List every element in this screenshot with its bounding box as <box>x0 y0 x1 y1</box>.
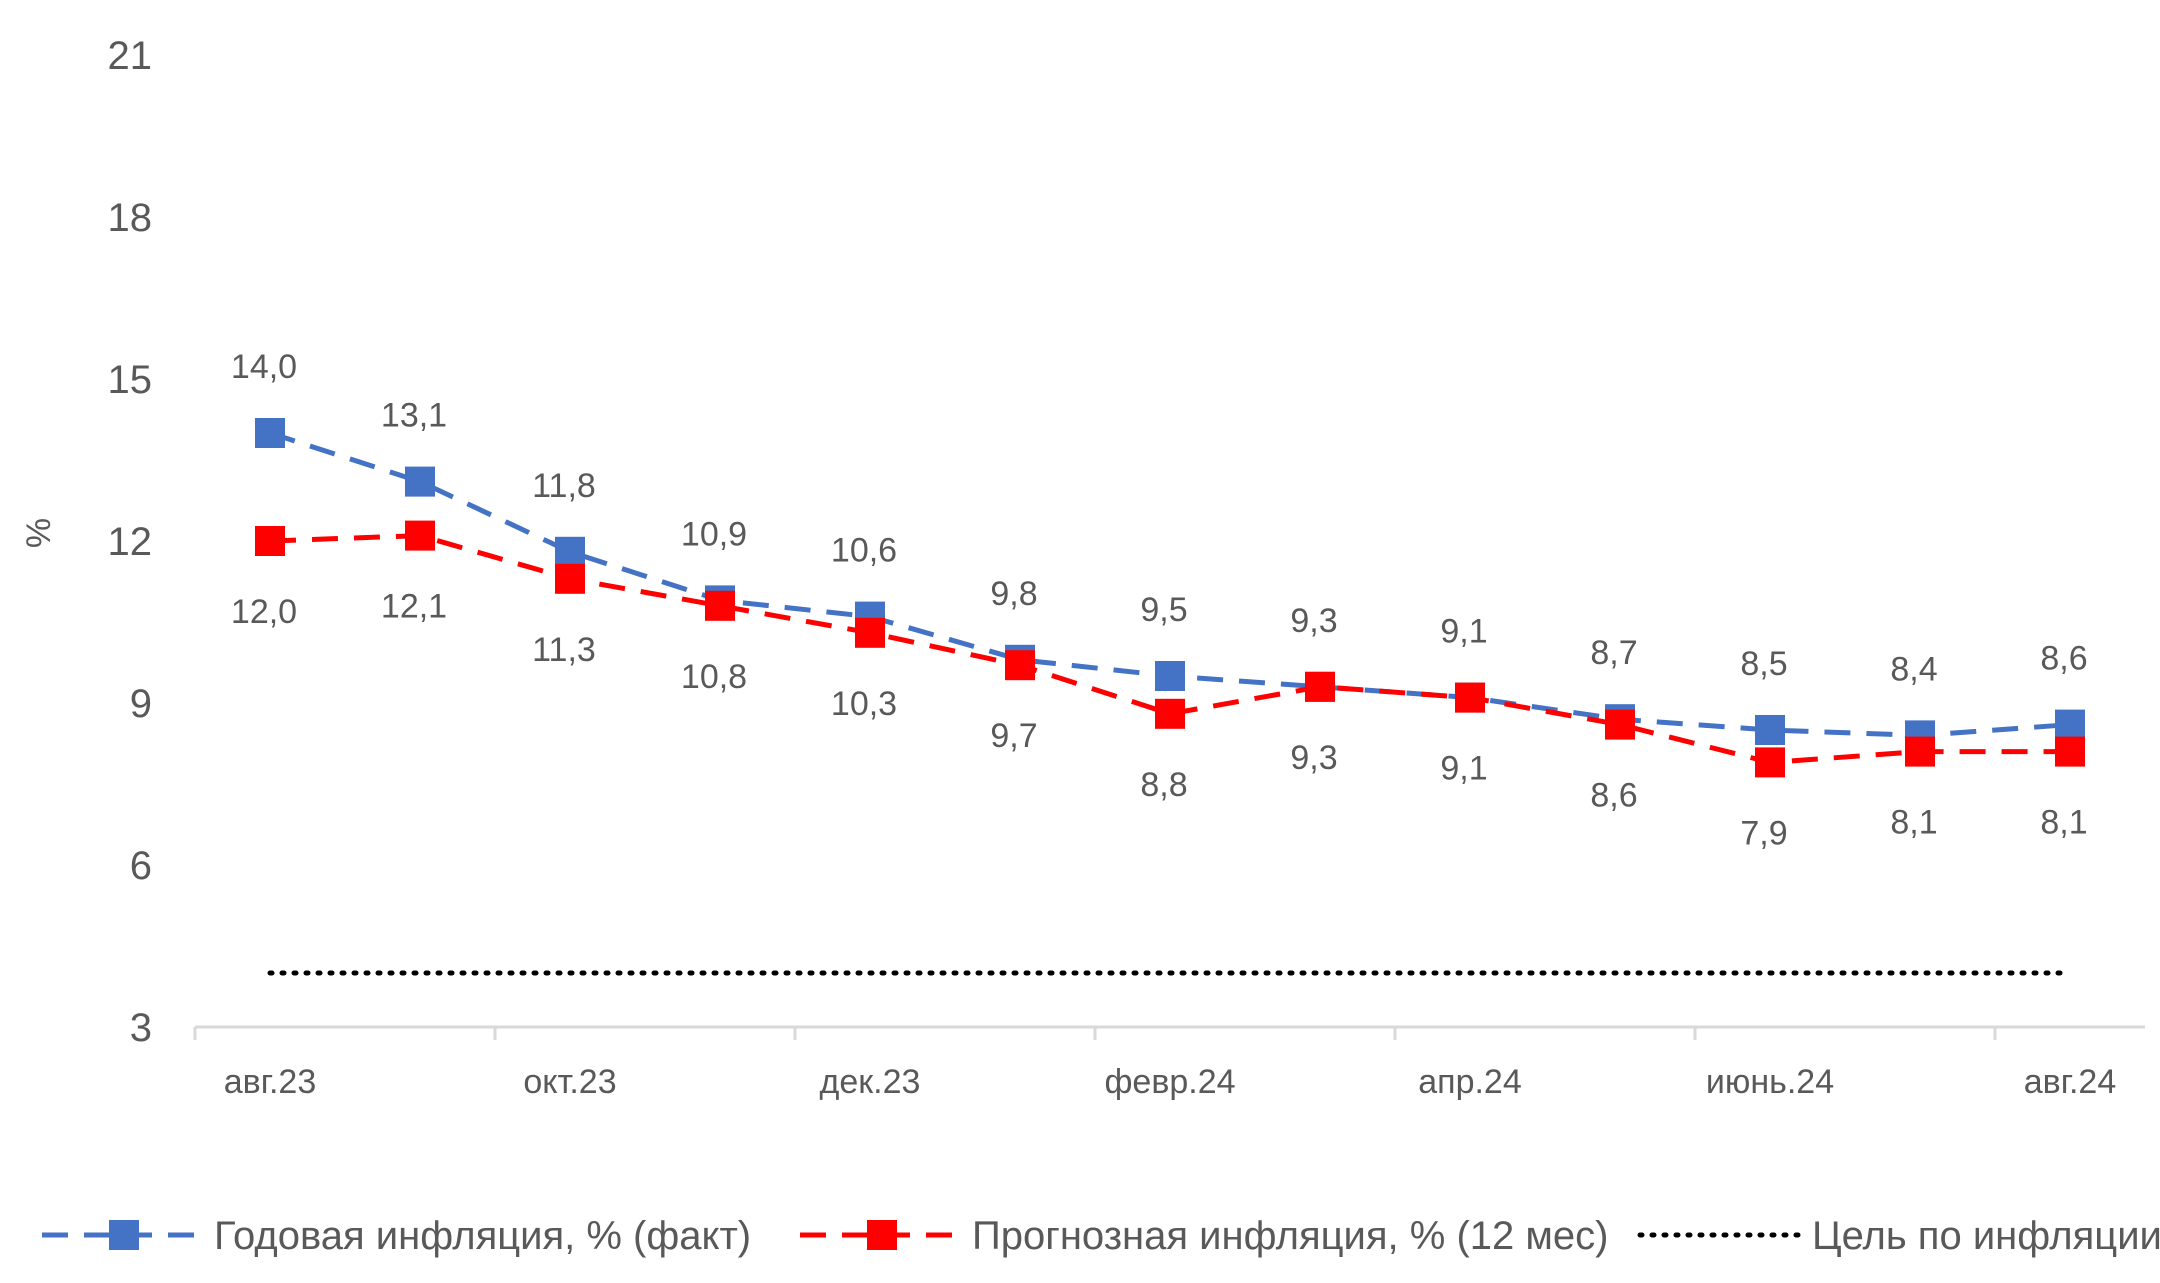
data-label: 9,7 <box>990 717 1037 755</box>
series-layer <box>255 418 2085 976</box>
series-forecast-point <box>1455 682 1485 713</box>
legend-swatch-marker <box>109 1220 139 1250</box>
series-fact-point <box>555 536 585 567</box>
series-forecast-point <box>405 520 435 551</box>
data-label: 8,8 <box>1140 766 1187 804</box>
data-label: 8,1 <box>1890 804 1937 842</box>
data-label: 9,1 <box>1440 750 1487 788</box>
x-tick-label: июнь.24 <box>1706 1063 1834 1101</box>
y-tick-label: 3 <box>130 1006 152 1050</box>
series-forecast-point <box>1005 650 1035 681</box>
series-fact-point <box>2055 709 2085 740</box>
data-label: 11,3 <box>532 631 596 669</box>
series-forecast-point <box>2055 736 2085 767</box>
data-label: 8,5 <box>1740 645 1787 683</box>
data-label: 13,1 <box>381 397 447 435</box>
legend-item: Прогнозная инфляция, % (12 мес) <box>800 1214 1608 1258</box>
x-tick-label: авг.24 <box>2024 1063 2117 1101</box>
data-label: 10,3 <box>831 685 897 723</box>
series-forecast-point <box>1905 736 1935 767</box>
series-forecast-point <box>1605 709 1635 740</box>
series-forecast-point <box>255 526 285 556</box>
data-label: 8,6 <box>1590 777 1637 815</box>
legend-label: Годовая инфляция, % (факт) <box>214 1214 751 1258</box>
y-tick-label: 15 <box>108 358 153 402</box>
legend-label: Цель по инфляции <box>1812 1214 2160 1258</box>
x-axis: авг.23 окт.23 дек.23 февр.24 апр.24 июнь.24 ав… <box>193 1025 2145 1101</box>
y-tick-label: 12 <box>108 520 153 564</box>
x-tick-label: апр.24 <box>1418 1063 1522 1101</box>
data-label: 9,3 <box>1290 602 1337 640</box>
data-labels: 14,0 12,0 13,1 12,1 11,8 11,3 10,9 10,8 10,6 10,3… <box>231 348 2088 852</box>
data-label: 12,1 <box>381 588 447 626</box>
y-axis: 3 6 9 12 15 18 21 <box>108 34 153 1050</box>
data-label: 10,6 <box>831 532 897 570</box>
data-label: 8,1 <box>2040 804 2087 842</box>
series-forecast-point <box>1305 671 1335 702</box>
data-label: 14,0 <box>231 348 297 386</box>
legend-item: Годовая инфляция, % (факт) <box>42 1214 751 1258</box>
series-fact-point <box>405 466 435 497</box>
x-tick-label: февр.24 <box>1104 1063 1235 1101</box>
data-label: 9,3 <box>1290 739 1337 777</box>
legend: Годовая инфляция, % (факт) Прогнозная инф… <box>42 1214 2160 1258</box>
series-forecast-point <box>855 617 885 648</box>
data-label: 9,5 <box>1140 591 1187 629</box>
data-label: 10,9 <box>681 515 747 553</box>
data-label: 8,4 <box>1890 650 1937 688</box>
y-tick-label: 21 <box>108 34 153 78</box>
x-tick-label: авг.23 <box>224 1063 317 1101</box>
y-tick-label: 6 <box>130 844 152 888</box>
data-label: 11,8 <box>532 467 596 505</box>
y-axis-label: % <box>20 518 58 548</box>
data-label: 10,8 <box>681 658 747 696</box>
data-label: 9,1 <box>1440 613 1487 651</box>
series-forecast-point <box>1155 698 1185 729</box>
data-label: 8,7 <box>1590 634 1637 672</box>
legend-item: Цель по инфляции <box>1637 1214 2160 1258</box>
data-label: 9,8 <box>990 575 1037 613</box>
legend-label: Прогнозная инфляция, % (12 мес) <box>972 1214 1608 1258</box>
series-forecast-point <box>1755 747 1785 778</box>
series-fact-point <box>1755 715 1785 745</box>
legend-swatch-marker <box>867 1220 897 1250</box>
y-tick-label: 9 <box>130 682 152 726</box>
series-fact-point <box>255 418 285 448</box>
y-tick-label: 18 <box>108 196 153 240</box>
data-label: 7,9 <box>1740 814 1787 852</box>
data-label: 8,6 <box>2040 640 2087 678</box>
x-tick-label: окт.23 <box>523 1063 616 1101</box>
series-fact-point <box>1155 661 1185 691</box>
x-tick-label: дек.23 <box>820 1063 921 1101</box>
series-forecast-point <box>555 563 585 594</box>
data-label: 12,0 <box>231 593 297 631</box>
series-forecast-point <box>705 590 735 621</box>
